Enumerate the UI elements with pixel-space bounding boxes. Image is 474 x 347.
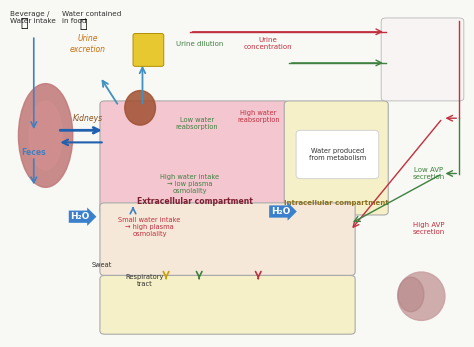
FancyBboxPatch shape xyxy=(381,18,464,101)
Text: Urine
excretion: Urine excretion xyxy=(70,34,106,53)
Text: Low AVP
secretion: Low AVP secretion xyxy=(412,167,445,180)
FancyBboxPatch shape xyxy=(100,203,355,276)
Text: High water
reabsorption: High water reabsorption xyxy=(237,110,280,123)
Text: Sweat: Sweat xyxy=(92,262,112,268)
Text: Beverage /
Water intake: Beverage / Water intake xyxy=(10,11,56,24)
Text: Urine
concentration: Urine concentration xyxy=(244,37,292,50)
FancyBboxPatch shape xyxy=(284,101,388,215)
Text: H₂O: H₂O xyxy=(71,212,90,221)
Text: High water intake
→ low plasma
osmolality: High water intake → low plasma osmolalit… xyxy=(160,174,219,194)
Ellipse shape xyxy=(29,101,62,170)
FancyBboxPatch shape xyxy=(296,130,379,179)
Text: Intracellular compartment: Intracellular compartment xyxy=(284,200,389,206)
Text: 🥦: 🥦 xyxy=(80,18,87,31)
Text: 🚿: 🚿 xyxy=(20,17,28,29)
Text: Respiratory
tract: Respiratory tract xyxy=(126,274,164,287)
Text: Kidneys: Kidneys xyxy=(73,114,103,123)
FancyBboxPatch shape xyxy=(100,276,355,334)
Ellipse shape xyxy=(398,272,445,320)
Ellipse shape xyxy=(125,91,155,125)
Text: Water contained
in food: Water contained in food xyxy=(62,11,121,24)
Text: Feces: Feces xyxy=(21,148,46,157)
FancyBboxPatch shape xyxy=(100,101,289,215)
Text: Extracellular compartment: Extracellular compartment xyxy=(137,197,252,206)
Text: Low water
reabsorption: Low water reabsorption xyxy=(175,117,218,130)
FancyBboxPatch shape xyxy=(133,34,164,66)
Text: Small water intake
→ high plasma
osmolality: Small water intake → high plasma osmolal… xyxy=(118,217,181,237)
Ellipse shape xyxy=(18,84,73,187)
Text: Water produced
from metabolism: Water produced from metabolism xyxy=(309,148,366,161)
Text: Urine dilution: Urine dilution xyxy=(175,41,223,47)
Ellipse shape xyxy=(398,277,424,312)
Text: High AVP
secretion: High AVP secretion xyxy=(412,222,445,235)
Text: H₂O: H₂O xyxy=(271,207,290,216)
